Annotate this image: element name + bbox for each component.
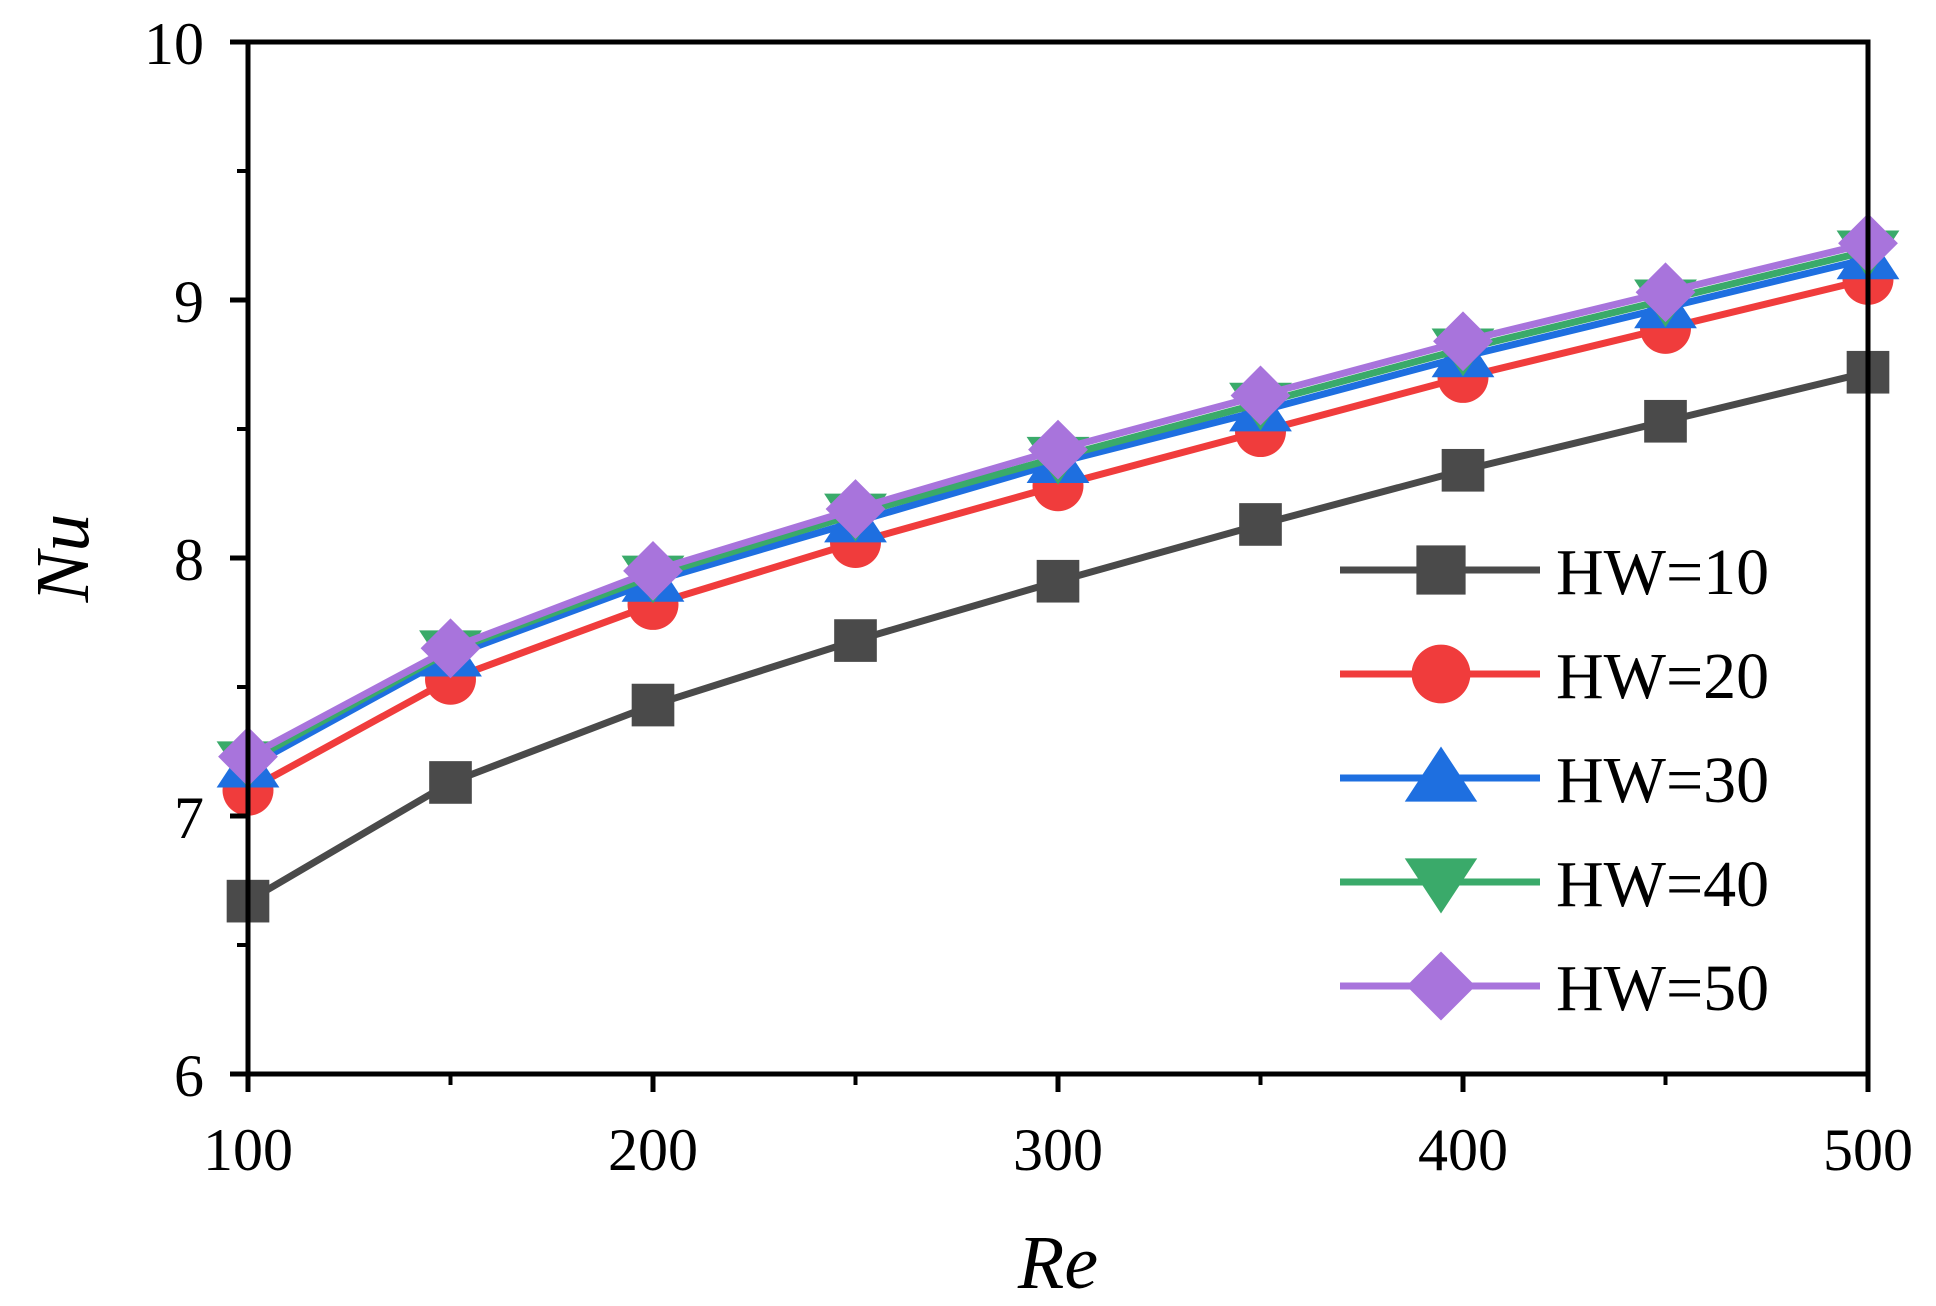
x-tick-label: 200 xyxy=(608,1117,698,1183)
data-point xyxy=(1433,311,1493,372)
ticks-layer: 100 200 300 400 500 6 7 8 9 10 xyxy=(144,11,1913,1183)
legend-marker xyxy=(1416,545,1466,595)
x-tick-label: 100 xyxy=(203,1117,293,1183)
legend-item: HW=30 xyxy=(1340,744,1769,817)
legend-label: HW=30 xyxy=(1556,744,1769,817)
legend-item: HW=20 xyxy=(1340,640,1769,713)
data-point xyxy=(1644,399,1687,443)
legend-marker xyxy=(1406,951,1476,1021)
data-point xyxy=(1230,365,1291,426)
x-axis-title: Re xyxy=(1017,1221,1098,1305)
legend-marker xyxy=(1411,644,1471,704)
series-hw-50 xyxy=(218,213,1898,787)
legend-item: HW=10 xyxy=(1340,536,1769,609)
legend-label: HW=20 xyxy=(1556,640,1769,713)
y-tick-label: 7 xyxy=(174,785,204,851)
data-point xyxy=(623,541,683,601)
data-point xyxy=(825,479,886,539)
y-tick-label: 6 xyxy=(174,1043,204,1109)
data-point xyxy=(834,619,877,662)
y-axis-title: Nu xyxy=(21,514,105,604)
series-layer xyxy=(216,213,1900,923)
series-hw-20 xyxy=(222,253,1894,816)
legend-label: HW=40 xyxy=(1556,848,1769,921)
legend-label: HW=50 xyxy=(1556,952,1769,1025)
data-point xyxy=(1441,448,1485,492)
data-point xyxy=(420,618,481,679)
y-tick-label: 9 xyxy=(174,269,204,335)
data-point xyxy=(429,761,472,804)
data-point xyxy=(1028,419,1088,480)
legend: HW=10 HW=20 HW=30 HW=40 HW=50 xyxy=(1340,536,1769,1025)
x-tick-label: 400 xyxy=(1418,1117,1508,1183)
data-point xyxy=(1036,559,1080,603)
x-tick-label: 500 xyxy=(1823,1117,1913,1183)
y-tick-label: 10 xyxy=(144,11,204,77)
legend-item: HW=50 xyxy=(1340,951,1769,1025)
data-point xyxy=(1635,262,1696,323)
legend-marker xyxy=(1404,858,1478,914)
data-point xyxy=(631,683,675,727)
legend-item: HW=40 xyxy=(1340,848,1769,921)
data-point xyxy=(1239,503,1282,546)
series-line xyxy=(246,275,1869,794)
x-tick-label: 300 xyxy=(1013,1117,1103,1183)
legend-label: HW=10 xyxy=(1556,536,1769,609)
legend-marker xyxy=(1404,746,1478,802)
y-tick-label: 8 xyxy=(174,527,204,593)
series-hw-10 xyxy=(226,350,1890,923)
